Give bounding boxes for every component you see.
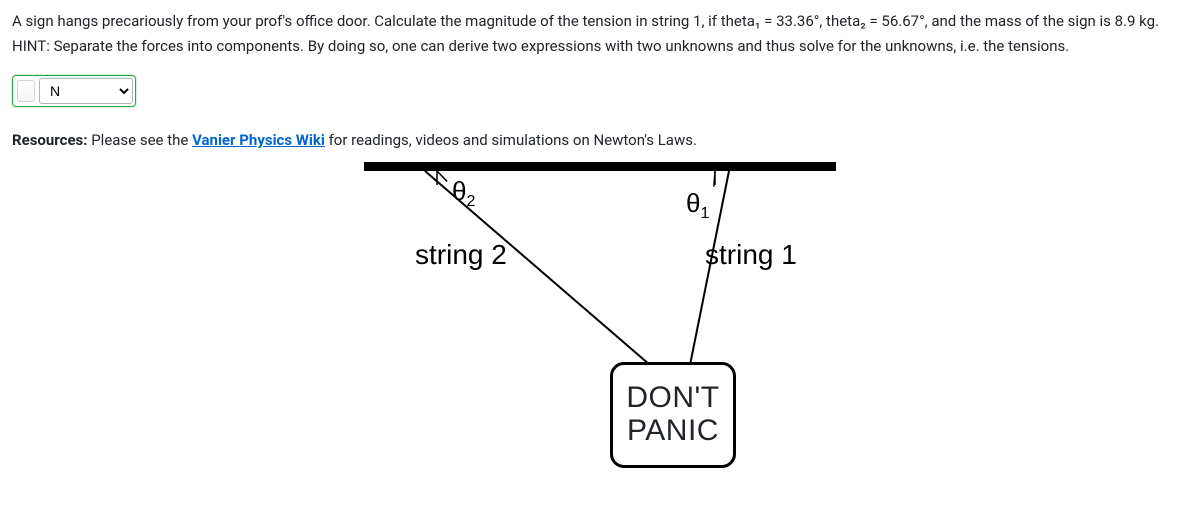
sign-line-2: PANIC — [627, 415, 719, 447]
diagram: θ2 θ1 string 2 string 1 DON'T PANIC — [364, 162, 836, 480]
diagram-svg — [364, 162, 836, 480]
theta1-label: θ1 — [686, 184, 709, 226]
resources-text-b: for readings, videos and simulations on … — [325, 131, 697, 149]
answer-input-group: N — [12, 75, 136, 107]
diagram-container: θ2 θ1 string 2 string 1 DON'T PANIC — [12, 162, 1188, 480]
resources-text-a: Please see the — [87, 131, 192, 149]
string1-text: string 1 — [705, 234, 797, 276]
unit-select[interactable]: N — [39, 78, 133, 104]
string2-text: string 2 — [415, 234, 507, 276]
answer-checkbox[interactable] — [17, 80, 35, 102]
wiki-link[interactable]: Vanier Physics Wiki — [192, 131, 325, 149]
sign-line-1: DON'T — [626, 382, 719, 414]
sign-box: DON'T PANIC — [610, 362, 736, 468]
resources-label: Resources: — [12, 131, 87, 149]
resources-line: Resources: Please see the Vanier Physics… — [12, 129, 1188, 152]
theta2-label: θ2 — [452, 172, 475, 214]
theta2-arm-b — [437, 171, 447, 181]
question-text: A sign hangs precariously from your prof… — [12, 10, 1188, 33]
hint-text: HINT: Separate the forces into component… — [12, 35, 1188, 58]
